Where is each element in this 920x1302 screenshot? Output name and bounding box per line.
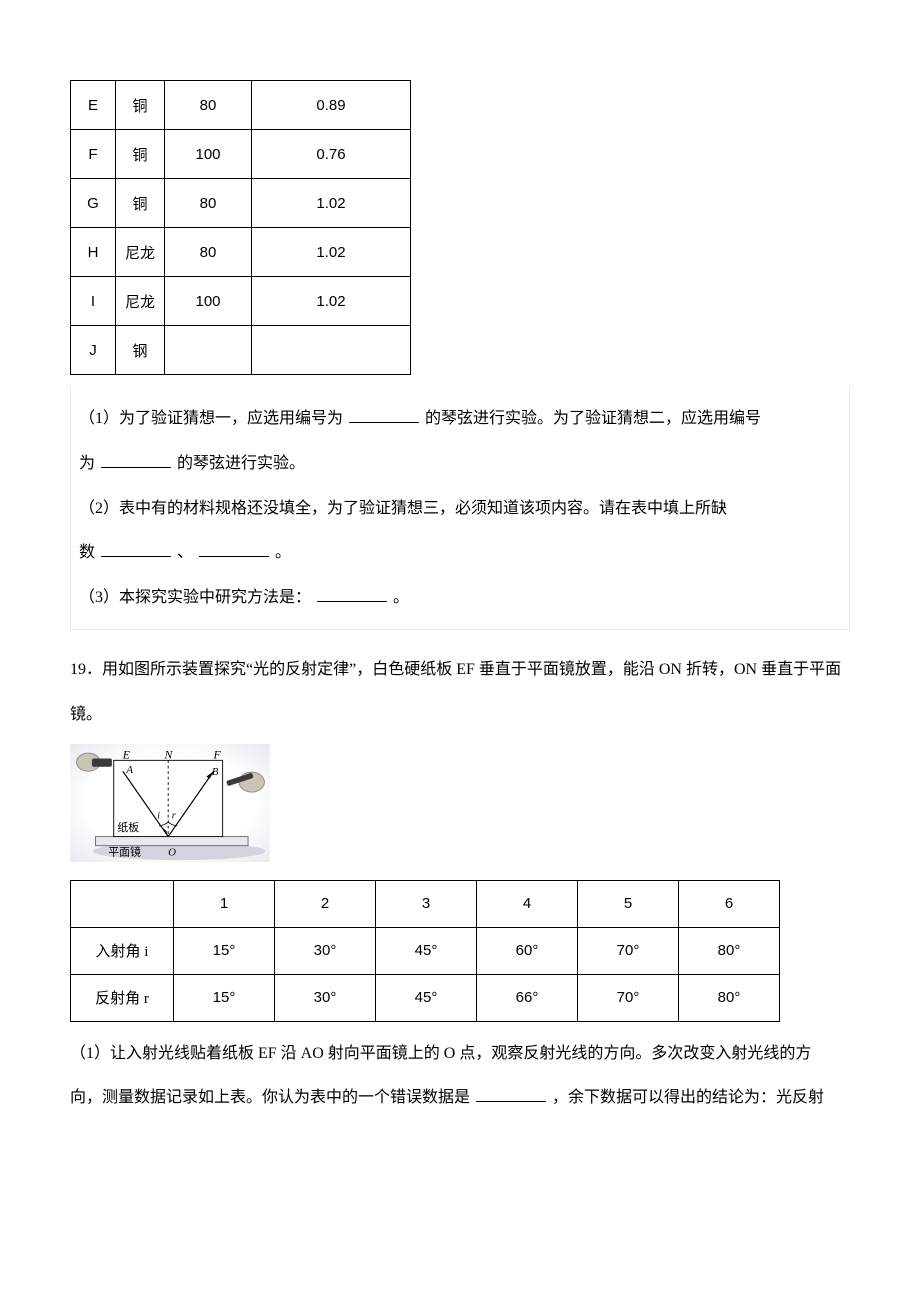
cell-value: 1.02 <box>252 179 411 228</box>
q18-p3a: （3）本探究实验中研究方法是： <box>79 589 311 606</box>
q18-p1d: 的琴弦进行实验。 <box>177 455 305 472</box>
q18-p1b: 的琴弦进行实验。为了验证猜想二，应选用编号 <box>425 410 761 427</box>
label-O: O <box>168 846 176 858</box>
cell-header: 3 <box>376 880 477 927</box>
cell-id: F <box>71 130 116 179</box>
table-row: G 铜 80 1.02 <box>71 179 411 228</box>
cell-label: 入射角 i <box>71 927 174 974</box>
label-F: F <box>213 747 222 761</box>
cell-id: G <box>71 179 116 228</box>
table-row: 入射角 i 15° 30° 45° 60° 70° 80° <box>71 927 780 974</box>
q18-p2c: 、 <box>177 544 193 561</box>
blank-field[interactable] <box>101 542 171 557</box>
q18-p1a: （1）为了验证猜想一，应选用编号为 <box>79 410 343 427</box>
cell-value: 66° <box>477 974 578 1021</box>
cell-value: 1.02 <box>252 228 411 277</box>
cell-id: J <box>71 326 116 375</box>
blank-field[interactable] <box>476 1087 546 1102</box>
question-19-body: （1）让入射光线贴着纸板 EF 沿 AO 射向平面镜上的 O 点，观察反射光线的… <box>70 1032 850 1122</box>
label-board: 纸板 <box>117 820 139 834</box>
cell-value: 45° <box>376 927 477 974</box>
table-row: H 尼龙 80 1.02 <box>71 228 411 277</box>
table-row: J 钢 <box>71 326 411 375</box>
cell-material: 钢 <box>116 326 165 375</box>
label-B: B <box>212 765 219 777</box>
label-r: r <box>172 810 176 821</box>
reflection-svg: E N F A B i r 纸板 平面镜 O <box>70 744 270 862</box>
q18-p2a: （2）表中有的材料规格还没填全，为了验证猜想三，必须知道该项内容。请在表中填上所… <box>79 500 727 517</box>
cell-length: 100 <box>165 130 252 179</box>
label-A: A <box>125 764 133 776</box>
label-E: E <box>122 747 131 761</box>
cell-material: 铜 <box>116 179 165 228</box>
cell-value: 30° <box>275 974 376 1021</box>
cell-material: 铜 <box>116 81 165 130</box>
q18-p2d: 。 <box>275 544 291 561</box>
reflection-diagram: E N F A B i r 纸板 平面镜 O <box>70 738 270 866</box>
label-N: N <box>164 747 174 761</box>
cell-value: 15° <box>174 927 275 974</box>
table-row: E 铜 80 0.89 <box>71 81 411 130</box>
blank-field[interactable] <box>199 542 269 557</box>
q18-p1c: 为 <box>79 455 95 472</box>
cell-length <box>165 326 252 375</box>
cell-material: 尼龙 <box>116 277 165 326</box>
cell-value: 0.76 <box>252 130 411 179</box>
blank-field[interactable] <box>349 408 419 423</box>
string-spec-table: E 铜 80 0.89 F 铜 100 0.76 G 铜 80 1.02 H 尼… <box>70 80 411 375</box>
cell-value: 80° <box>679 974 780 1021</box>
blank-field[interactable] <box>101 453 171 468</box>
table-row: I 尼龙 100 1.02 <box>71 277 411 326</box>
cell-material: 铜 <box>116 130 165 179</box>
cell-value: 1.02 <box>252 277 411 326</box>
cell-value: 45° <box>376 974 477 1021</box>
cell-length: 80 <box>165 179 252 228</box>
reflection-data-table: 1 2 3 4 5 6 入射角 i 15° 30° 45° 60° 70° 80… <box>70 880 780 1022</box>
label-i: i <box>157 810 160 821</box>
cell-value: 15° <box>174 974 275 1021</box>
cell-material: 尼龙 <box>116 228 165 277</box>
cell-header: 5 <box>578 880 679 927</box>
blank-field[interactable] <box>317 587 387 602</box>
cell-value: 30° <box>275 927 376 974</box>
q18-paragraphs: （1）为了验证猜想一，应选用编号为 的琴弦进行实验。为了验证猜想二，应选用编号 … <box>79 397 841 621</box>
table-row: 反射角 r 15° 30° 45° 66° 70° 80° <box>71 974 780 1021</box>
cell-length: 100 <box>165 277 252 326</box>
cell-id: I <box>71 277 116 326</box>
cell-value: 80° <box>679 927 780 974</box>
cell-header: 6 <box>679 880 780 927</box>
cell-value: 70° <box>578 927 679 974</box>
cell-value: 70° <box>578 974 679 1021</box>
cell-value <box>252 326 411 375</box>
cell-label: 反射角 r <box>71 974 174 1021</box>
question-19-intro: 19．用如图所示装置探究“光的反射定律”，白色硬纸板 EF 垂直于平面镜放置，能… <box>70 648 850 738</box>
cell-header: 1 <box>174 880 275 927</box>
q19-p1a: （1）让入射光线贴着纸板 EF 沿 AO 射向平面镜上的 O 点，观察反射光线的… <box>70 1045 811 1062</box>
cell-value: 60° <box>477 927 578 974</box>
cell-header: 2 <box>275 880 376 927</box>
question-18-body: （1）为了验证猜想一，应选用编号为 的琴弦进行实验。为了验证猜想二，应选用编号 … <box>70 387 850 630</box>
q19-intro-text: 19．用如图所示装置探究“光的反射定律”，白色硬纸板 EF 垂直于平面镜放置，能… <box>70 661 841 723</box>
cell-length: 80 <box>165 228 252 277</box>
q18-p3b: 。 <box>393 589 409 606</box>
q19-p1c: ，余下数据可以得出的结论为：光反射 <box>552 1089 824 1106</box>
table-row: 1 2 3 4 5 6 <box>71 880 780 927</box>
table-row: F 铜 100 0.76 <box>71 130 411 179</box>
cell-header: 4 <box>477 880 578 927</box>
cell-id: E <box>71 81 116 130</box>
label-mirror: 平面镜 <box>108 844 141 858</box>
q19-p1b: 向，测量数据记录如上表。你认为表中的一个错误数据是 <box>70 1089 470 1106</box>
cell-length: 80 <box>165 81 252 130</box>
cell-header <box>71 880 174 927</box>
q18-p2b: 数 <box>79 544 95 561</box>
cell-value: 0.89 <box>252 81 411 130</box>
page: E 铜 80 0.89 F 铜 100 0.76 G 铜 80 1.02 H 尼… <box>0 0 920 1181</box>
cell-id: H <box>71 228 116 277</box>
